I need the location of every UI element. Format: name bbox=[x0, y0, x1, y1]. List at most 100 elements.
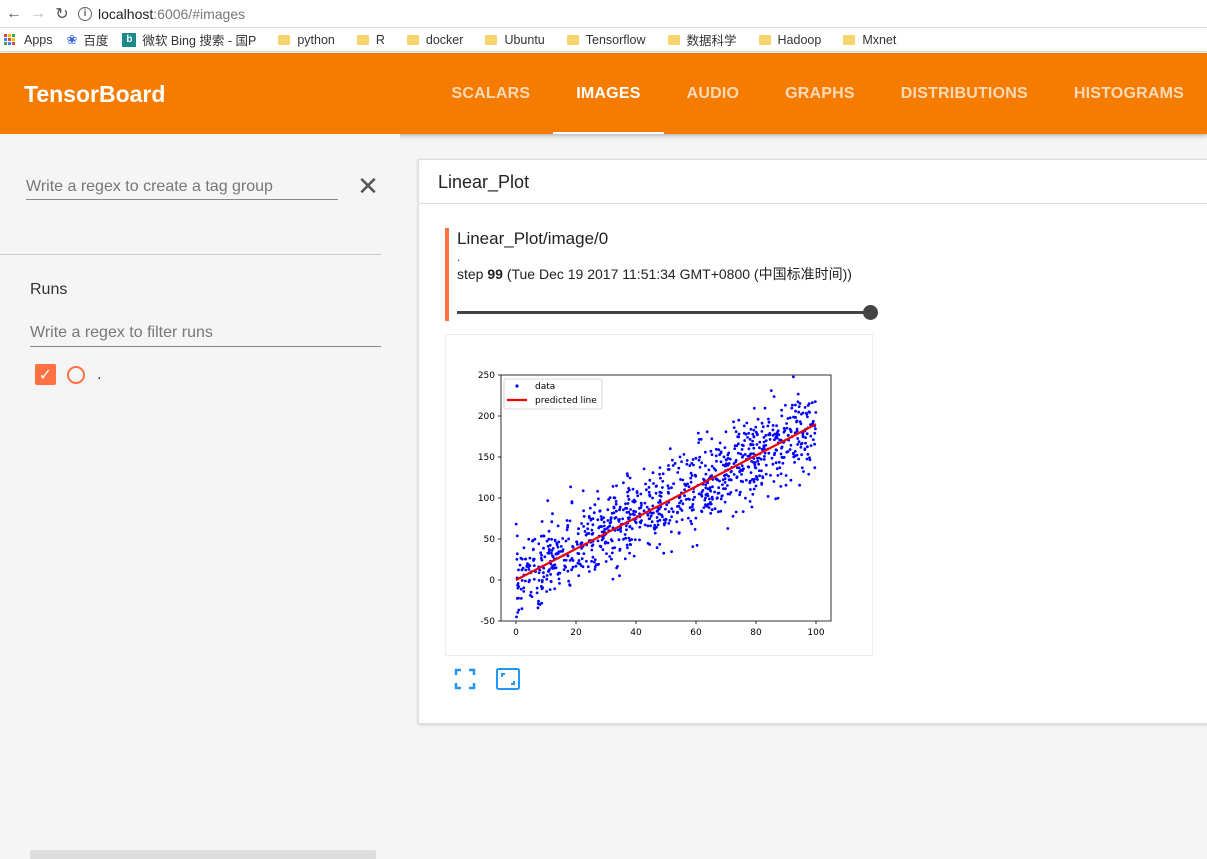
data-point bbox=[613, 516, 617, 520]
data-point bbox=[549, 580, 553, 583]
reload-icon[interactable]: ↻ bbox=[55, 5, 69, 23]
data-point bbox=[800, 453, 803, 457]
data-point bbox=[574, 564, 578, 568]
data-point bbox=[606, 541, 610, 545]
tab-graphs[interactable]: GRAPHS bbox=[785, 84, 855, 102]
data-point bbox=[645, 488, 648, 492]
data-point bbox=[791, 403, 794, 407]
data-point bbox=[798, 420, 802, 423]
bookmark-1[interactable]: ❀ 百度 bbox=[67, 30, 109, 49]
fullscreen-icon[interactable] bbox=[451, 665, 479, 693]
tab-images[interactable]: IMAGES bbox=[553, 53, 664, 134]
data-point bbox=[760, 421, 764, 425]
plot-axes bbox=[500, 374, 832, 622]
address-bar[interactable]: i localhost:6006/#images bbox=[78, 3, 1207, 25]
data-point bbox=[551, 512, 554, 516]
data-point bbox=[514, 522, 518, 526]
sidebar-scrollbar[interactable] bbox=[30, 850, 376, 859]
bookmark-9[interactable]: Hadoop bbox=[751, 32, 822, 47]
data-point bbox=[808, 411, 811, 414]
info-icon[interactable]: i bbox=[78, 6, 92, 21]
data-point bbox=[687, 516, 690, 520]
data-point bbox=[727, 451, 731, 455]
data-point bbox=[667, 487, 671, 490]
data-point bbox=[612, 511, 616, 515]
data-point bbox=[806, 452, 810, 456]
data-point bbox=[547, 548, 551, 551]
data-point bbox=[796, 443, 799, 446]
bookmark-0[interactable]: Apps bbox=[0, 33, 53, 47]
data-point bbox=[535, 586, 539, 590]
data-point bbox=[744, 432, 748, 436]
run-checkbox[interactable]: ✓ bbox=[35, 364, 56, 385]
runs-filter-input[interactable] bbox=[30, 320, 381, 347]
data-point bbox=[611, 485, 615, 488]
data-point bbox=[775, 424, 778, 428]
data-point bbox=[559, 545, 563, 548]
data-point bbox=[679, 478, 682, 481]
data-point bbox=[790, 406, 794, 410]
data-point bbox=[548, 588, 552, 591]
data-point bbox=[702, 506, 706, 509]
data-point bbox=[571, 559, 575, 562]
data-point bbox=[800, 466, 804, 470]
bookmark-8[interactable]: 数据科学 bbox=[660, 30, 737, 49]
tab-distributions[interactable]: DISTRIBUTIONS bbox=[900, 84, 1028, 102]
card-header[interactable]: Linear_Plot bbox=[419, 160, 1207, 204]
data-point bbox=[515, 615, 518, 619]
data-point bbox=[652, 482, 655, 485]
data-point bbox=[625, 543, 629, 547]
data-point bbox=[752, 487, 756, 491]
bookmark-label: Tensorflow bbox=[585, 32, 646, 47]
bookmark-5[interactable]: docker bbox=[399, 33, 463, 47]
bookmark-4[interactable]: R bbox=[349, 33, 385, 47]
data-point bbox=[677, 466, 681, 470]
tab-audio[interactable]: AUDIO bbox=[686, 84, 740, 102]
data-point bbox=[762, 440, 766, 444]
data-point bbox=[601, 548, 605, 551]
data-point bbox=[706, 503, 710, 506]
data-point bbox=[542, 534, 546, 538]
bookmark-7[interactable]: Tensorflow bbox=[559, 33, 646, 47]
bookmark-3[interactable]: python bbox=[270, 33, 335, 47]
data-point bbox=[710, 474, 714, 478]
run-color-swatch[interactable] bbox=[67, 365, 85, 384]
forward-arrow-icon[interactable]: → bbox=[30, 4, 46, 22]
data-point bbox=[673, 462, 677, 465]
data-point bbox=[794, 403, 797, 407]
data-point bbox=[737, 435, 741, 439]
data-point bbox=[618, 547, 622, 551]
data-point bbox=[752, 428, 756, 432]
fit-to-screen-icon[interactable] bbox=[494, 665, 522, 693]
data-point bbox=[692, 490, 695, 494]
data-point bbox=[659, 491, 663, 494]
data-point bbox=[748, 479, 752, 483]
data-point bbox=[652, 511, 655, 515]
data-point bbox=[769, 473, 772, 477]
tab-histograms[interactable]: HISTOGRAMS bbox=[1073, 84, 1184, 102]
back-arrow-icon[interactable]: ← bbox=[6, 4, 22, 22]
data-point bbox=[679, 499, 683, 503]
bookmark-2[interactable]: b 微软 Bing 搜索 - 国P bbox=[122, 30, 256, 49]
data-point bbox=[755, 475, 759, 479]
bookmark-6[interactable]: Ubuntu bbox=[477, 33, 545, 47]
data-point bbox=[588, 570, 591, 573]
image-frame: 0 20 40 60 80 100 -50 0 50 100 150 200 250 data predic… bbox=[445, 334, 873, 656]
step-slider-track[interactable] bbox=[457, 311, 869, 314]
step-slider-knob[interactable] bbox=[863, 305, 878, 320]
tag-group-regex-input[interactable] bbox=[26, 174, 338, 200]
tab-scalars[interactable]: SCALARS bbox=[451, 84, 531, 102]
data-point bbox=[570, 500, 574, 503]
data-point bbox=[719, 509, 723, 513]
data-point bbox=[564, 539, 568, 543]
data-point bbox=[713, 490, 716, 494]
bookmark-label: Hadoop bbox=[777, 32, 822, 47]
data-point bbox=[714, 454, 718, 458]
bookmark-10[interactable]: Mxnet bbox=[835, 33, 896, 47]
data-point bbox=[671, 510, 675, 513]
data-point bbox=[655, 546, 659, 549]
data-point bbox=[537, 542, 541, 546]
data-point bbox=[580, 557, 584, 560]
data-point bbox=[767, 451, 771, 455]
close-icon[interactable]: ✕ bbox=[357, 170, 379, 201]
